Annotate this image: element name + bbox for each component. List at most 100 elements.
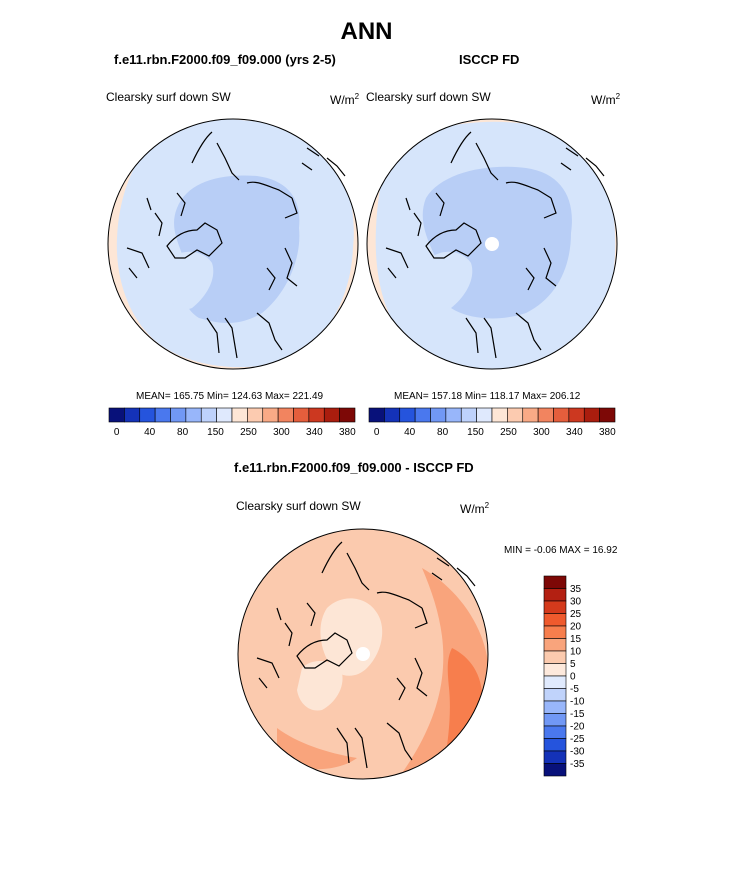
colorbar-swatch xyxy=(368,407,385,423)
colorbar-swatch xyxy=(507,407,524,423)
map-region-peach-greenland xyxy=(297,661,343,711)
colorbar-swatch xyxy=(293,407,310,423)
colorbar-tick-label: 40 xyxy=(404,427,416,438)
colorbar-tick-label: -30 xyxy=(570,747,585,758)
colorbar-swatch xyxy=(170,407,187,423)
coastlines xyxy=(126,131,346,359)
colorbar-swatch xyxy=(543,588,567,602)
colorbar-tick-label: 80 xyxy=(437,427,449,438)
colorbar-tick-label: 15 xyxy=(570,634,582,645)
model-colorbar: 0 40 80 150 250 300 340 380 xyxy=(108,407,356,438)
colorbar-tick-label: 20 xyxy=(570,622,582,633)
pole-mask xyxy=(485,237,499,251)
colorbar-swatch xyxy=(522,407,539,423)
colorbar-swatch xyxy=(185,407,202,423)
map-outline xyxy=(237,528,489,780)
map-outline xyxy=(107,118,359,370)
colorbar-tick-label: 300 xyxy=(273,427,290,438)
colorbar-tick-label: 340 xyxy=(306,427,323,438)
obs-variable-label: Clearsky surf down SW xyxy=(366,90,491,104)
colorbar-swatch xyxy=(124,407,141,423)
colorbar-tick-label: 380 xyxy=(599,427,616,438)
colorbar-tick-label: -10 xyxy=(570,697,585,708)
colorbar-swatch xyxy=(460,407,477,423)
colorbar-swatch xyxy=(543,575,567,589)
colorbar-swatch xyxy=(277,407,294,423)
colorbar-swatch xyxy=(430,407,447,423)
model-units: W/m2 xyxy=(330,92,360,107)
colorbar-swatch xyxy=(384,407,401,423)
diff-case-title: f.e11.rbn.F2000.f09_f09.000 - ISCCP FD xyxy=(234,460,474,475)
diff-polar-map xyxy=(237,528,489,780)
colorbar-tick-label: 30 xyxy=(570,597,582,608)
colorbar-tick-label: 250 xyxy=(240,427,257,438)
colorbar-tick-label: 250 xyxy=(500,427,517,438)
colorbar-tick-label: -35 xyxy=(570,759,585,770)
colorbar-swatch xyxy=(599,407,616,423)
colorbar-swatch xyxy=(543,700,567,714)
colorbar-tick-label: 0 xyxy=(114,427,120,438)
map-outline xyxy=(366,118,618,370)
colorbar-tick-label: 5 xyxy=(570,659,576,670)
map-region-orange-south xyxy=(277,728,357,770)
colorbar-swatch xyxy=(308,407,325,423)
colorbar-swatch xyxy=(543,663,567,677)
colorbar-tick-label: 0 xyxy=(570,672,576,683)
diff-variable-label: Clearsky surf down SW xyxy=(236,499,361,513)
colorbar-swatch xyxy=(323,407,340,423)
colorbar-swatch xyxy=(154,407,171,423)
colorbar-swatch xyxy=(216,407,233,423)
colorbar-swatch xyxy=(491,407,508,423)
colorbar-swatch xyxy=(583,407,600,423)
colorbar-swatch xyxy=(543,750,567,764)
colorbar-swatch xyxy=(543,650,567,664)
colorbar-swatch xyxy=(537,407,554,423)
colorbar-tick-label: -20 xyxy=(570,722,585,733)
colorbar-swatch xyxy=(414,407,431,423)
colorbar-swatch xyxy=(543,625,567,639)
obs-units: W/m2 xyxy=(591,92,621,107)
colorbar-swatch xyxy=(247,407,264,423)
colorbar-tick-label: -25 xyxy=(570,734,585,745)
colorbar-swatch xyxy=(543,638,567,652)
diff-stats: MIN = -0.06 MAX = 16.92 xyxy=(504,545,618,556)
colorbar-tick-label: -15 xyxy=(570,709,585,720)
colorbar-tick-label: 80 xyxy=(177,427,189,438)
coastlines xyxy=(256,541,476,769)
greenland-region xyxy=(165,251,214,310)
colorbar-swatch xyxy=(231,407,248,423)
colorbar-swatch xyxy=(543,688,567,702)
colorbar-tick-label: 25 xyxy=(570,609,582,620)
colorbar-swatch xyxy=(553,407,570,423)
obs-stats: MEAN= 157.18 Min= 118.17 Max= 206.12 xyxy=(394,391,581,402)
colorbar-swatch xyxy=(543,613,567,627)
colorbar-swatch xyxy=(543,725,567,739)
colorbar-swatch xyxy=(399,407,416,423)
colorbar-swatch xyxy=(445,407,462,423)
obs-case-title: ISCCP FD xyxy=(459,52,520,67)
pole-mask xyxy=(356,647,370,661)
model-polar-map xyxy=(107,118,359,370)
colorbar-swatch xyxy=(543,713,567,727)
colorbar-swatch xyxy=(476,407,493,423)
colorbar-tick-label: 35 xyxy=(570,584,582,595)
colorbar-swatch xyxy=(543,763,567,777)
model-stats: MEAN= 165.75 Min= 124.63 Max= 221.49 xyxy=(136,391,324,402)
model-variable-label: Clearsky surf down SW xyxy=(106,90,231,104)
colorbar-swatch xyxy=(200,407,217,423)
greenland-region xyxy=(424,251,473,310)
colorbar-swatch xyxy=(543,675,567,689)
diff-units: W/m2 xyxy=(460,501,490,516)
coastlines xyxy=(385,131,605,359)
colorbar-tick-label: 380 xyxy=(339,427,356,438)
model-case-title: f.e11.rbn.F2000.f09_f09.000 (yrs 2-5) xyxy=(114,52,336,67)
colorbar-swatch xyxy=(543,738,567,752)
colorbar-tick-label: 0 xyxy=(374,427,380,438)
colorbar-tick-label: -5 xyxy=(570,684,579,695)
colorbar-swatch xyxy=(262,407,279,423)
colorbar-tick-label: 150 xyxy=(467,427,484,438)
obs-polar-map xyxy=(366,118,618,370)
colorbar-swatch xyxy=(568,407,585,423)
colorbar-tick-label: 300 xyxy=(533,427,550,438)
